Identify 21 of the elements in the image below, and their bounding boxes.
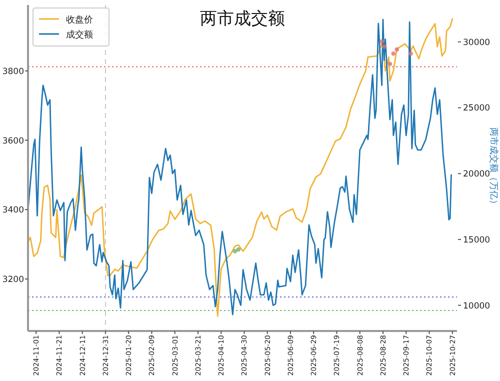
point <box>236 247 241 252</box>
point <box>394 47 400 52</box>
y-tick-label: 3600 <box>2 136 24 146</box>
y2-tick-label: 15000 <box>463 235 490 246</box>
y2-tick-label: 30000 <box>463 38 490 48</box>
y2-tick-label: 10000 <box>463 301 490 312</box>
y2-tick-label: 25000 <box>463 104 490 114</box>
y-tick-label: 3800 <box>2 66 24 77</box>
y2-axis-title: 两市成交额（万亿） <box>488 128 499 208</box>
point <box>391 51 396 56</box>
y-tick-label: 3400 <box>2 206 24 216</box>
y2-tick-label: 20000 <box>463 170 490 180</box>
y-tick-label: 3200 <box>2 274 24 285</box>
legend-label: 收盘价 <box>66 14 93 26</box>
legend-label: 成交额 <box>66 30 93 40</box>
chart-title: 两市成交额 <box>200 9 285 29</box>
point <box>380 39 384 44</box>
point <box>408 51 413 56</box>
point <box>388 62 392 66</box>
point <box>382 44 386 49</box>
point <box>232 249 238 254</box>
